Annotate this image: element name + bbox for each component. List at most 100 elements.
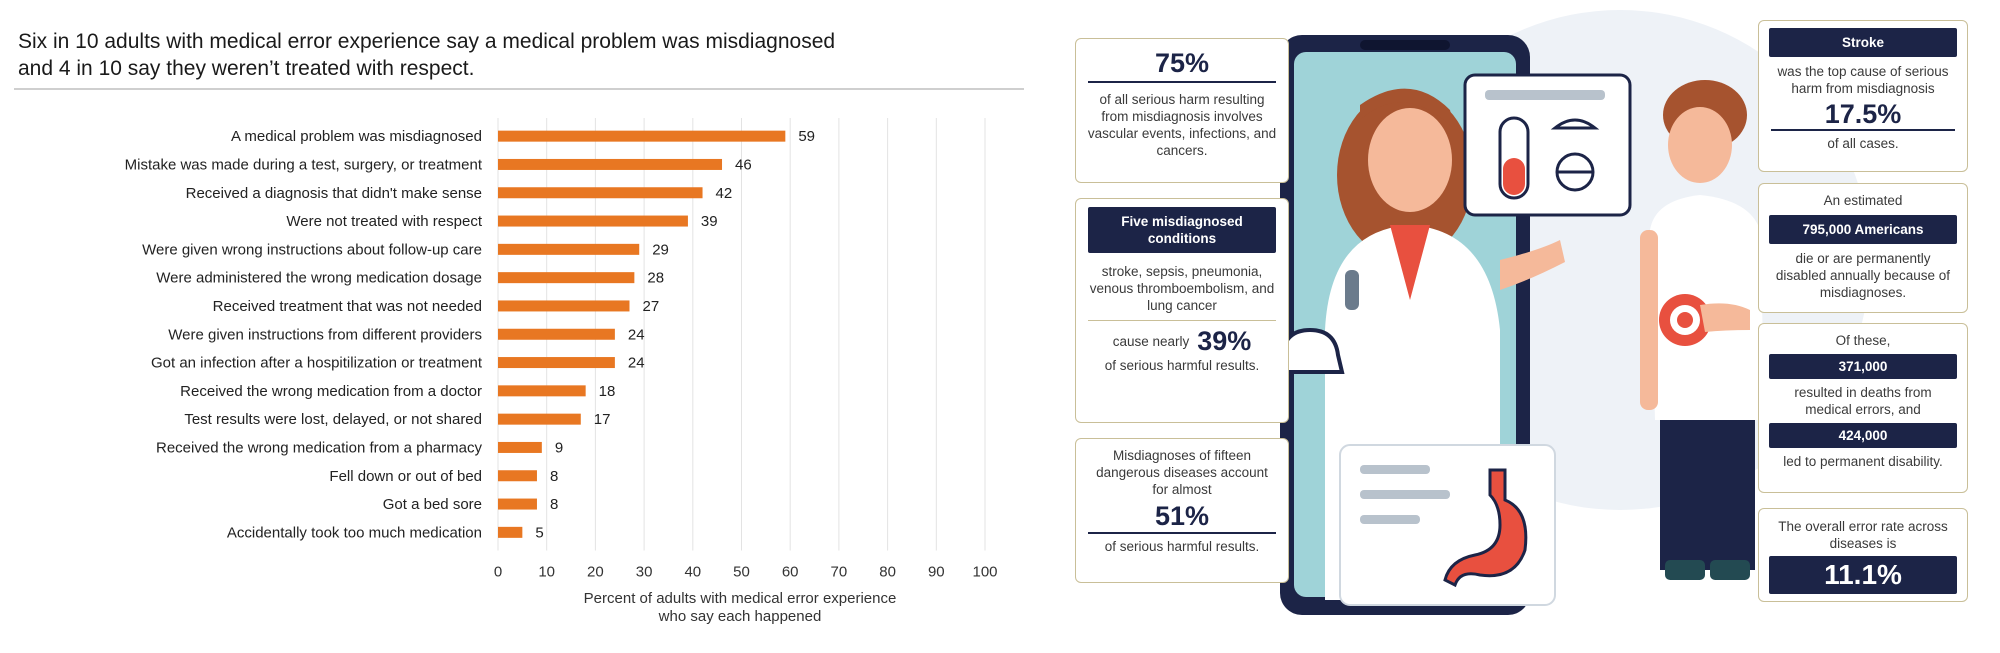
bar	[498, 243, 640, 255]
stethoscope-icon	[1345, 270, 1359, 310]
x-tick-label: 40	[684, 564, 701, 581]
stat-75-value: 75%	[1088, 47, 1276, 83]
bar-value-label: 29	[652, 241, 669, 258]
patient-pants-icon	[1660, 420, 1755, 570]
doctor-patient-illustration	[1275, 10, 1870, 615]
bar	[498, 470, 537, 482]
category-label: Got an infection after a hospitilization…	[151, 355, 483, 372]
infographic-panel: 75% of all serious harm resulting from m…	[1060, 0, 2000, 653]
stroke-text: was the top cause of serious harm from m…	[1777, 64, 1949, 96]
x-tick-label: 30	[636, 564, 653, 581]
bar-value-label: 8	[550, 496, 558, 513]
five-conditions-cause-row: cause nearly 39%	[1076, 325, 1288, 357]
americans-count-header: 795,000 Americans	[1769, 215, 1957, 244]
category-label: Test results were lost, delayed, or not …	[184, 411, 482, 428]
category-label: Received treatment that was not needed	[213, 298, 482, 315]
category-label: Received the wrong medication from a pha…	[156, 439, 482, 456]
x-tick-label: 50	[733, 564, 750, 581]
bar	[498, 130, 786, 142]
bar	[498, 413, 581, 425]
chart-title-line1: Six in 10 adults with medical error expe…	[18, 30, 836, 53]
x-axis-label-line2: who say each happened	[658, 608, 822, 625]
bar	[498, 272, 635, 284]
bar-value-label: 27	[642, 298, 659, 315]
stat-card-deaths-disability: Of these, 371,000 resulted in deaths fro…	[1758, 323, 1968, 493]
bar	[498, 300, 630, 312]
stat-39-text: of serious harmful results.	[1104, 358, 1260, 373]
stomach-icon	[1443, 468, 1528, 588]
bar-value-label: 39	[701, 213, 718, 230]
bar-value-label: 28	[647, 270, 664, 287]
category-label: Received a diagnosis that didn't make se…	[186, 185, 482, 202]
bar-value-label: 24	[628, 355, 645, 372]
of-these-label: Of these,	[1835, 333, 1891, 348]
bar-value-label: 46	[735, 156, 752, 173]
bar	[498, 215, 688, 227]
category-label: Were given instructions from different p…	[168, 326, 482, 343]
stat-card-75: 75% of all serious harm resulting from m…	[1075, 38, 1289, 183]
error-rate-text: The overall error rate across diseases i…	[1778, 519, 1948, 551]
stat-card-51: Misdiagnoses of fifteen dangerous diseas…	[1075, 438, 1289, 583]
category-label: Accidentally took too much medication	[227, 524, 482, 541]
deaths-count: 371,000	[1769, 354, 1957, 379]
bar	[498, 328, 615, 340]
stat-51-text: of serious harmful results.	[1104, 539, 1260, 554]
bar-value-label: 59	[798, 128, 815, 145]
stat-card-stroke: Stroke was the top cause of serious harm…	[1758, 20, 1968, 172]
stroke-header: Stroke	[1769, 28, 1957, 57]
bar	[498, 158, 723, 170]
category-label: Mistake was made during a test, surgery,…	[125, 156, 483, 173]
stat-card-795000: An estimated 795,000 Americans die or ar…	[1758, 183, 1968, 313]
stat-17-5-text: of all cases.	[1827, 136, 1899, 151]
bar-value-label: 18	[599, 383, 616, 400]
americans-count-text: die or are permanently disabled annually…	[1775, 251, 1951, 300]
bar-chart-panel: Six in 10 adults with medical error expe…	[14, 28, 1024, 626]
stat-51-value: 51%	[1088, 500, 1276, 534]
x-tick-label: 20	[587, 564, 604, 581]
x-tick-label: 100	[972, 564, 997, 581]
doctor-hand-icon	[1500, 240, 1565, 290]
x-tick-label: 70	[831, 564, 848, 581]
error-rate-value: 11.1%	[1769, 556, 1957, 594]
five-conditions-header: Five misdiagnosed conditions	[1088, 207, 1276, 253]
stat-17-5-value: 17.5%	[1771, 99, 1955, 131]
category-label: Got a bed sore	[383, 496, 482, 513]
category-label: A medical problem was misdiagnosed	[231, 128, 482, 145]
stat-51-intro: Misdiagnoses of fifteen dangerous diseas…	[1096, 448, 1268, 497]
bar-chart: 0 10 20 30 40 50 60 70 80 90 100 A medical problem …	[125, 118, 998, 581]
five-conditions-list: stroke, sepsis, pneumonia, venous thromb…	[1089, 264, 1275, 313]
patient-hand-icon	[1700, 303, 1750, 332]
bar	[498, 526, 523, 538]
chart-title: Six in 10 adults with medical error expe…	[18, 28, 1018, 82]
x-tick-label: 60	[782, 564, 799, 581]
x-tick-label: 0	[494, 564, 502, 581]
bar-value-label: 17	[594, 411, 611, 428]
bar-value-label: 9	[555, 439, 563, 456]
category-label: Were administered the wrong medication d…	[156, 270, 482, 287]
x-axis-label: Percent of adults with medical error exp…	[520, 590, 960, 626]
category-label: Fell down or out of bed	[329, 468, 482, 485]
doctor-face-icon	[1368, 108, 1452, 212]
bar	[498, 187, 703, 199]
stat-39-value: 39%	[1197, 326, 1252, 356]
disability-count: 424,000	[1769, 423, 1957, 448]
x-tick-label: 90	[928, 564, 945, 581]
pill-half-icon	[1550, 118, 1600, 130]
bar-value-label: 5	[535, 524, 543, 541]
patient-face-icon	[1668, 107, 1732, 183]
category-label: Were not treated with respect	[286, 213, 482, 230]
x-tick-label: 80	[879, 564, 896, 581]
bar	[498, 357, 615, 369]
x-tick-label: 10	[538, 564, 555, 581]
category-label: Were given wrong instructions about foll…	[142, 241, 482, 258]
category-label: Received the wrong medication from a doc…	[180, 383, 482, 400]
bar	[498, 498, 537, 510]
x-axis-label-line1: Percent of adults with medical error exp…	[583, 590, 897, 607]
bar-value-label: 42	[716, 185, 733, 202]
stat-75-text: of all serious harm resulting from misdi…	[1087, 92, 1277, 158]
stat-card-five-conditions: Five misdiagnosed conditions stroke, sep…	[1075, 198, 1289, 423]
estimated-label: An estimated	[1823, 193, 1903, 208]
deaths-text: resulted in deaths from medical errors, …	[1794, 385, 1932, 417]
bar	[498, 441, 542, 453]
bar-value-label: 8	[550, 468, 558, 485]
